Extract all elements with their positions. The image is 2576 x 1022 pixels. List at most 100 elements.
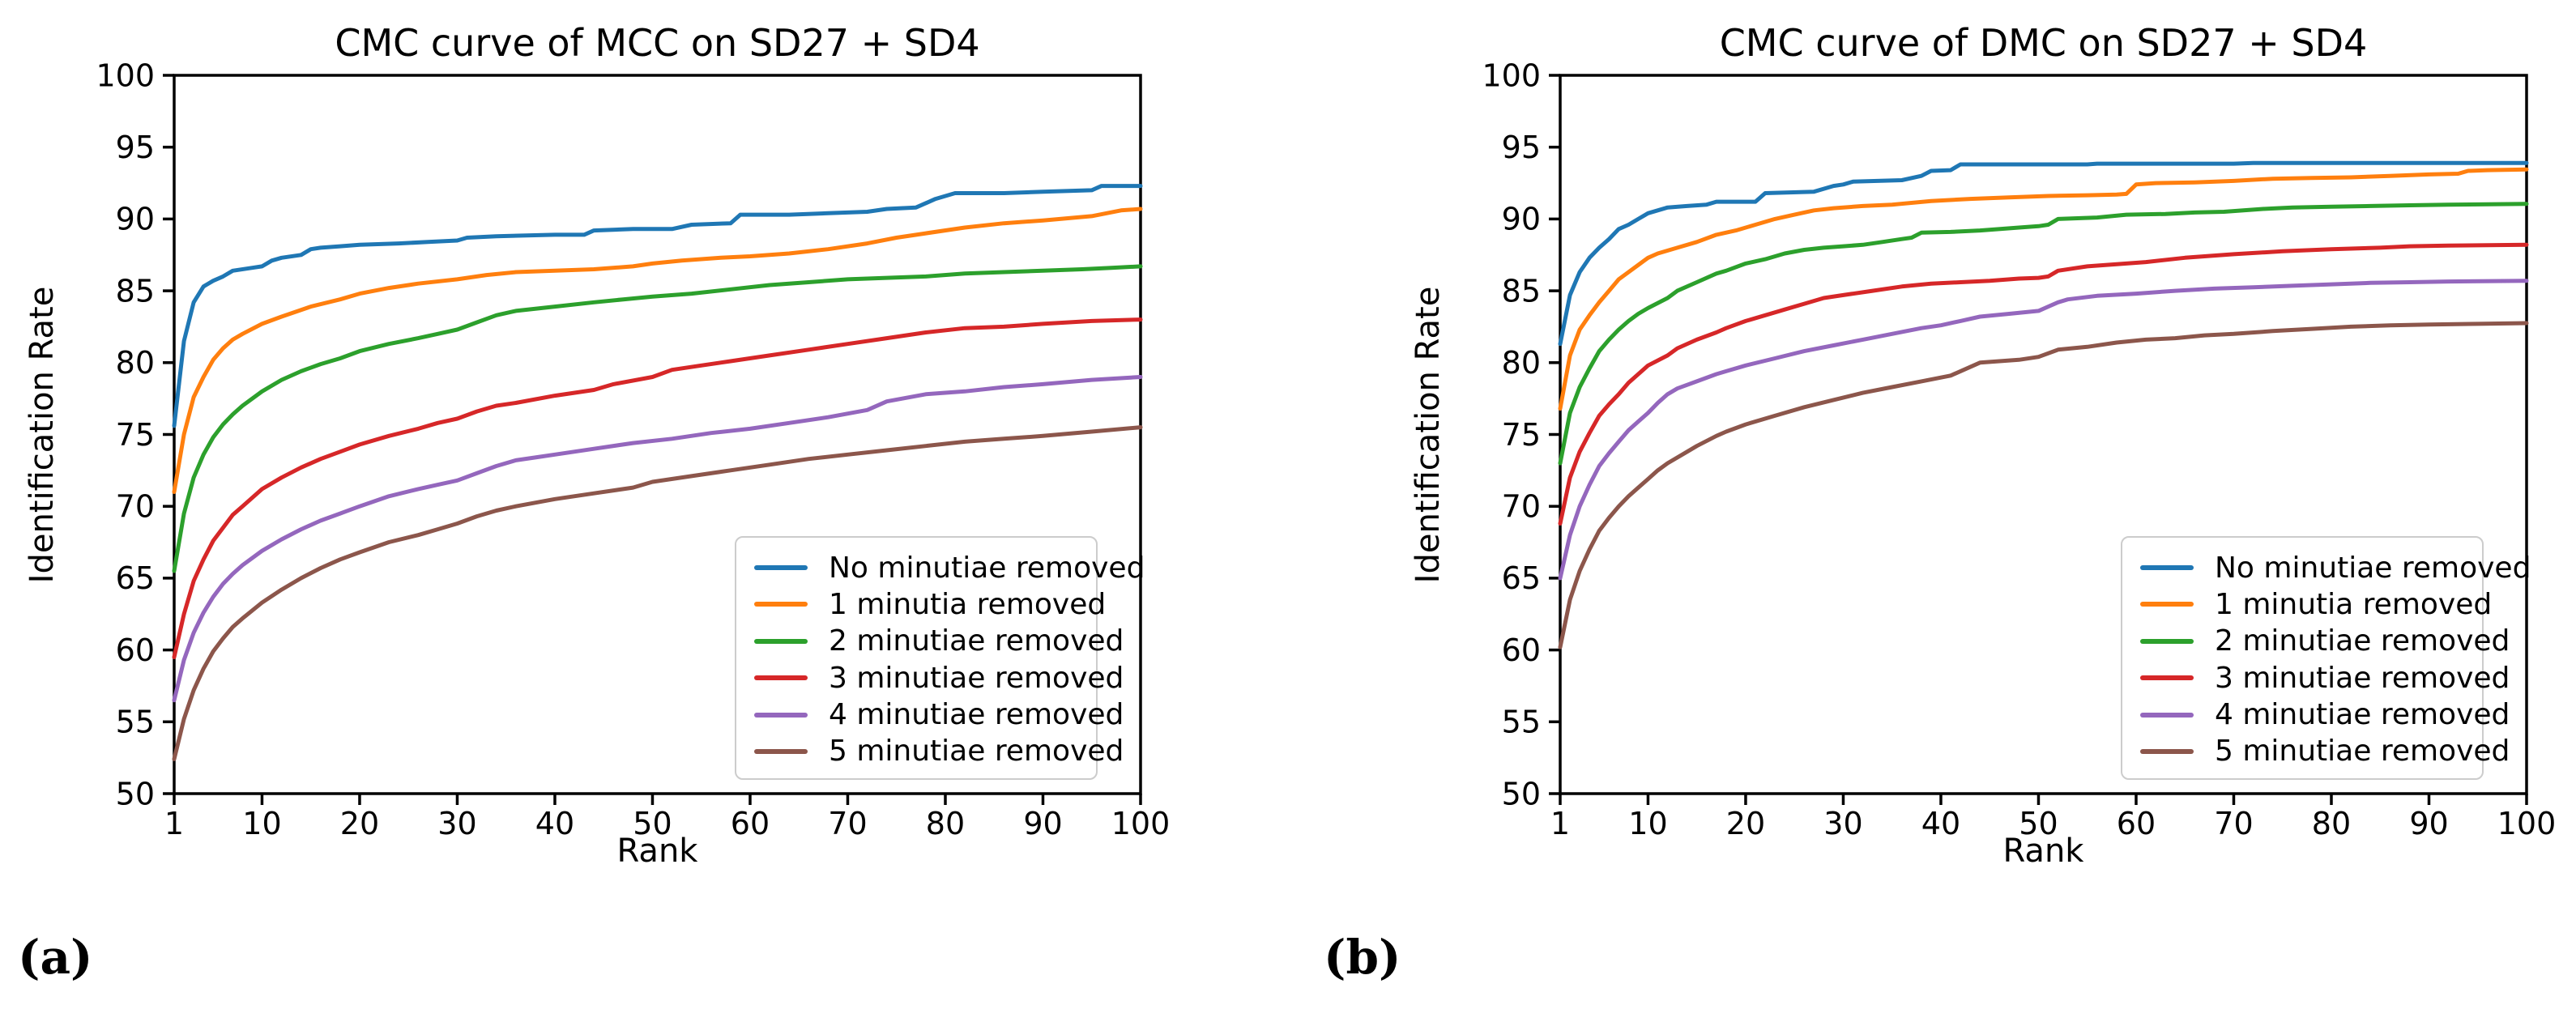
- x-tick-label: 80: [926, 806, 965, 841]
- y-tick-label: 75: [1502, 417, 1541, 453]
- legend-label: 1 minutia removed: [829, 587, 1107, 621]
- legend-line-swatch: [754, 638, 808, 644]
- legend-item: No minutiae removed: [754, 551, 1145, 585]
- legend-label: 5 minutiae removed: [2215, 735, 2510, 769]
- legend-line-swatch: [2140, 602, 2194, 607]
- x-tick-label: 90: [2409, 806, 2448, 841]
- curve-3-3-minutiae-removed: [1558, 242, 2529, 526]
- y-tick-label: 50: [1502, 776, 1541, 811]
- x-tick-label: 60: [731, 806, 770, 841]
- y-tick-label: 65: [116, 560, 155, 596]
- x-tick-label: 50: [2019, 806, 2058, 841]
- legend-label: 1 minutia removed: [2215, 587, 2493, 621]
- legend-label: 2 minutiae removed: [2215, 624, 2510, 658]
- y-tick-label: 70: [116, 489, 155, 525]
- legend-item: 1 minutia removed: [754, 587, 1106, 621]
- legend-label: 3 minutiae removed: [2215, 661, 2510, 695]
- legend-line-swatch: [2140, 638, 2194, 644]
- x-axis-label-mcc: Rank: [616, 833, 698, 870]
- x-tick-label: 40: [535, 806, 574, 841]
- y-tick-label: 90: [116, 202, 155, 237]
- y-axis-label-dmc: Identification Rate: [1410, 286, 1447, 584]
- legend-dmc: No minutiae removed 1 minutia removed 2 mi…: [2121, 536, 2531, 780]
- legend-item: 2 minutiae removed: [754, 624, 1124, 658]
- x-tick-label: 30: [437, 806, 476, 841]
- legend-item: 5 minutiae removed: [2140, 735, 2510, 769]
- y-tick-label: 90: [1502, 202, 1541, 237]
- y-tick-label: 55: [1502, 705, 1541, 740]
- y-tick-label: 70: [1502, 489, 1541, 525]
- legend-line-swatch: [2140, 565, 2194, 570]
- legend-item: 1 minutia removed: [2140, 587, 2492, 621]
- legend-line-swatch: [754, 712, 808, 718]
- x-tick-label: 40: [1921, 806, 1960, 841]
- curve-0-no-minutiae-removed: [1558, 160, 2529, 347]
- x-tick-label: 1: [1550, 806, 1570, 841]
- legend-item: 2 minutiae removed: [2140, 624, 2510, 658]
- curve-5-5-minutiae-removed: [1558, 321, 2529, 649]
- x-tick-label: 100: [1111, 806, 1171, 841]
- curve-4-4-minutiae-removed: [172, 375, 1143, 703]
- x-tick-label: 80: [2312, 806, 2351, 841]
- legend-label: No minutiae removed: [2215, 551, 2531, 585]
- legend-line-swatch: [754, 675, 808, 681]
- y-tick-label: 60: [1502, 632, 1541, 668]
- legend-line-swatch: [754, 565, 808, 570]
- y-tick-label: 85: [116, 273, 155, 309]
- legend-mcc: No minutiae removed 1 minutia removed 2 mi…: [735, 536, 1145, 780]
- x-tick-label: 90: [1023, 806, 1062, 841]
- x-tick-label: 1: [164, 806, 184, 841]
- y-tick-label: 55: [116, 705, 155, 740]
- subfigure-label-b: (b): [1324, 930, 1401, 985]
- curve-5-5-minutiae-removed: [172, 425, 1143, 761]
- legend-label: 4 minutiae removed: [829, 698, 1124, 732]
- legend-label: No minutiae removed: [829, 551, 1145, 585]
- legend-item: 5 minutiae removed: [754, 735, 1124, 769]
- y-tick-label: 95: [1502, 130, 1541, 165]
- curve-2-2-minutiae-removed: [172, 264, 1143, 573]
- x-axis-label-dmc: Rank: [2002, 833, 2084, 870]
- legend-line-swatch: [754, 748, 808, 754]
- x-tick-label: 60: [2117, 806, 2156, 841]
- subfigure-label-a: (a): [18, 930, 93, 985]
- x-tick-label: 70: [2214, 806, 2253, 841]
- y-tick-label: 65: [1502, 560, 1541, 596]
- x-tick-label: 20: [340, 806, 379, 841]
- curve-2-2-minutiae-removed: [1558, 202, 2529, 466]
- legend-label: 3 minutiae removed: [829, 661, 1124, 695]
- legend-item: 4 minutiae removed: [2140, 698, 2510, 732]
- x-tick-label: 30: [1823, 806, 1862, 841]
- chart-title-mcc: CMC curve of MCC on SD27 + SD4: [335, 21, 980, 65]
- curve-3-3-minutiae-removed: [172, 317, 1143, 659]
- legend-label: 5 minutiae removed: [829, 735, 1124, 769]
- y-tick-label: 95: [116, 130, 155, 165]
- x-tick-label: 20: [1726, 806, 1765, 841]
- legend-label: 4 minutiae removed: [2215, 698, 2510, 732]
- curve-4-4-minutiae-removed: [1558, 279, 2529, 581]
- y-tick-label: 60: [116, 632, 155, 668]
- y-axis-label-mcc: Identification Rate: [23, 286, 61, 584]
- legend-line-swatch: [2140, 748, 2194, 754]
- legend-label: 2 minutiae removed: [829, 624, 1124, 658]
- y-tick-label: 80: [116, 345, 155, 381]
- y-tick-label: 80: [1502, 345, 1541, 381]
- legend-line-swatch: [2140, 675, 2194, 681]
- y-tick-label: 100: [1482, 57, 1541, 93]
- legend-line-swatch: [754, 602, 808, 607]
- x-tick-label: 50: [633, 806, 672, 841]
- chart-title-dmc: CMC curve of DMC on SD27 + SD4: [1719, 21, 2368, 65]
- curve-0-no-minutiae-removed: [172, 184, 1143, 428]
- legend-item: No minutiae removed: [2140, 551, 2531, 585]
- legend-line-swatch: [2140, 712, 2194, 718]
- legend-item: 4 minutiae removed: [754, 698, 1124, 732]
- y-tick-label: 85: [1502, 273, 1541, 309]
- legend-item: 3 minutiae removed: [754, 661, 1124, 695]
- curve-1-1-minutia-removed: [172, 207, 1143, 494]
- x-tick-label: 70: [828, 806, 867, 841]
- x-tick-label: 10: [1628, 806, 1667, 841]
- y-tick-label: 100: [96, 57, 155, 93]
- y-tick-label: 50: [116, 776, 155, 811]
- y-tick-label: 75: [116, 417, 155, 453]
- x-tick-label: 10: [242, 806, 281, 841]
